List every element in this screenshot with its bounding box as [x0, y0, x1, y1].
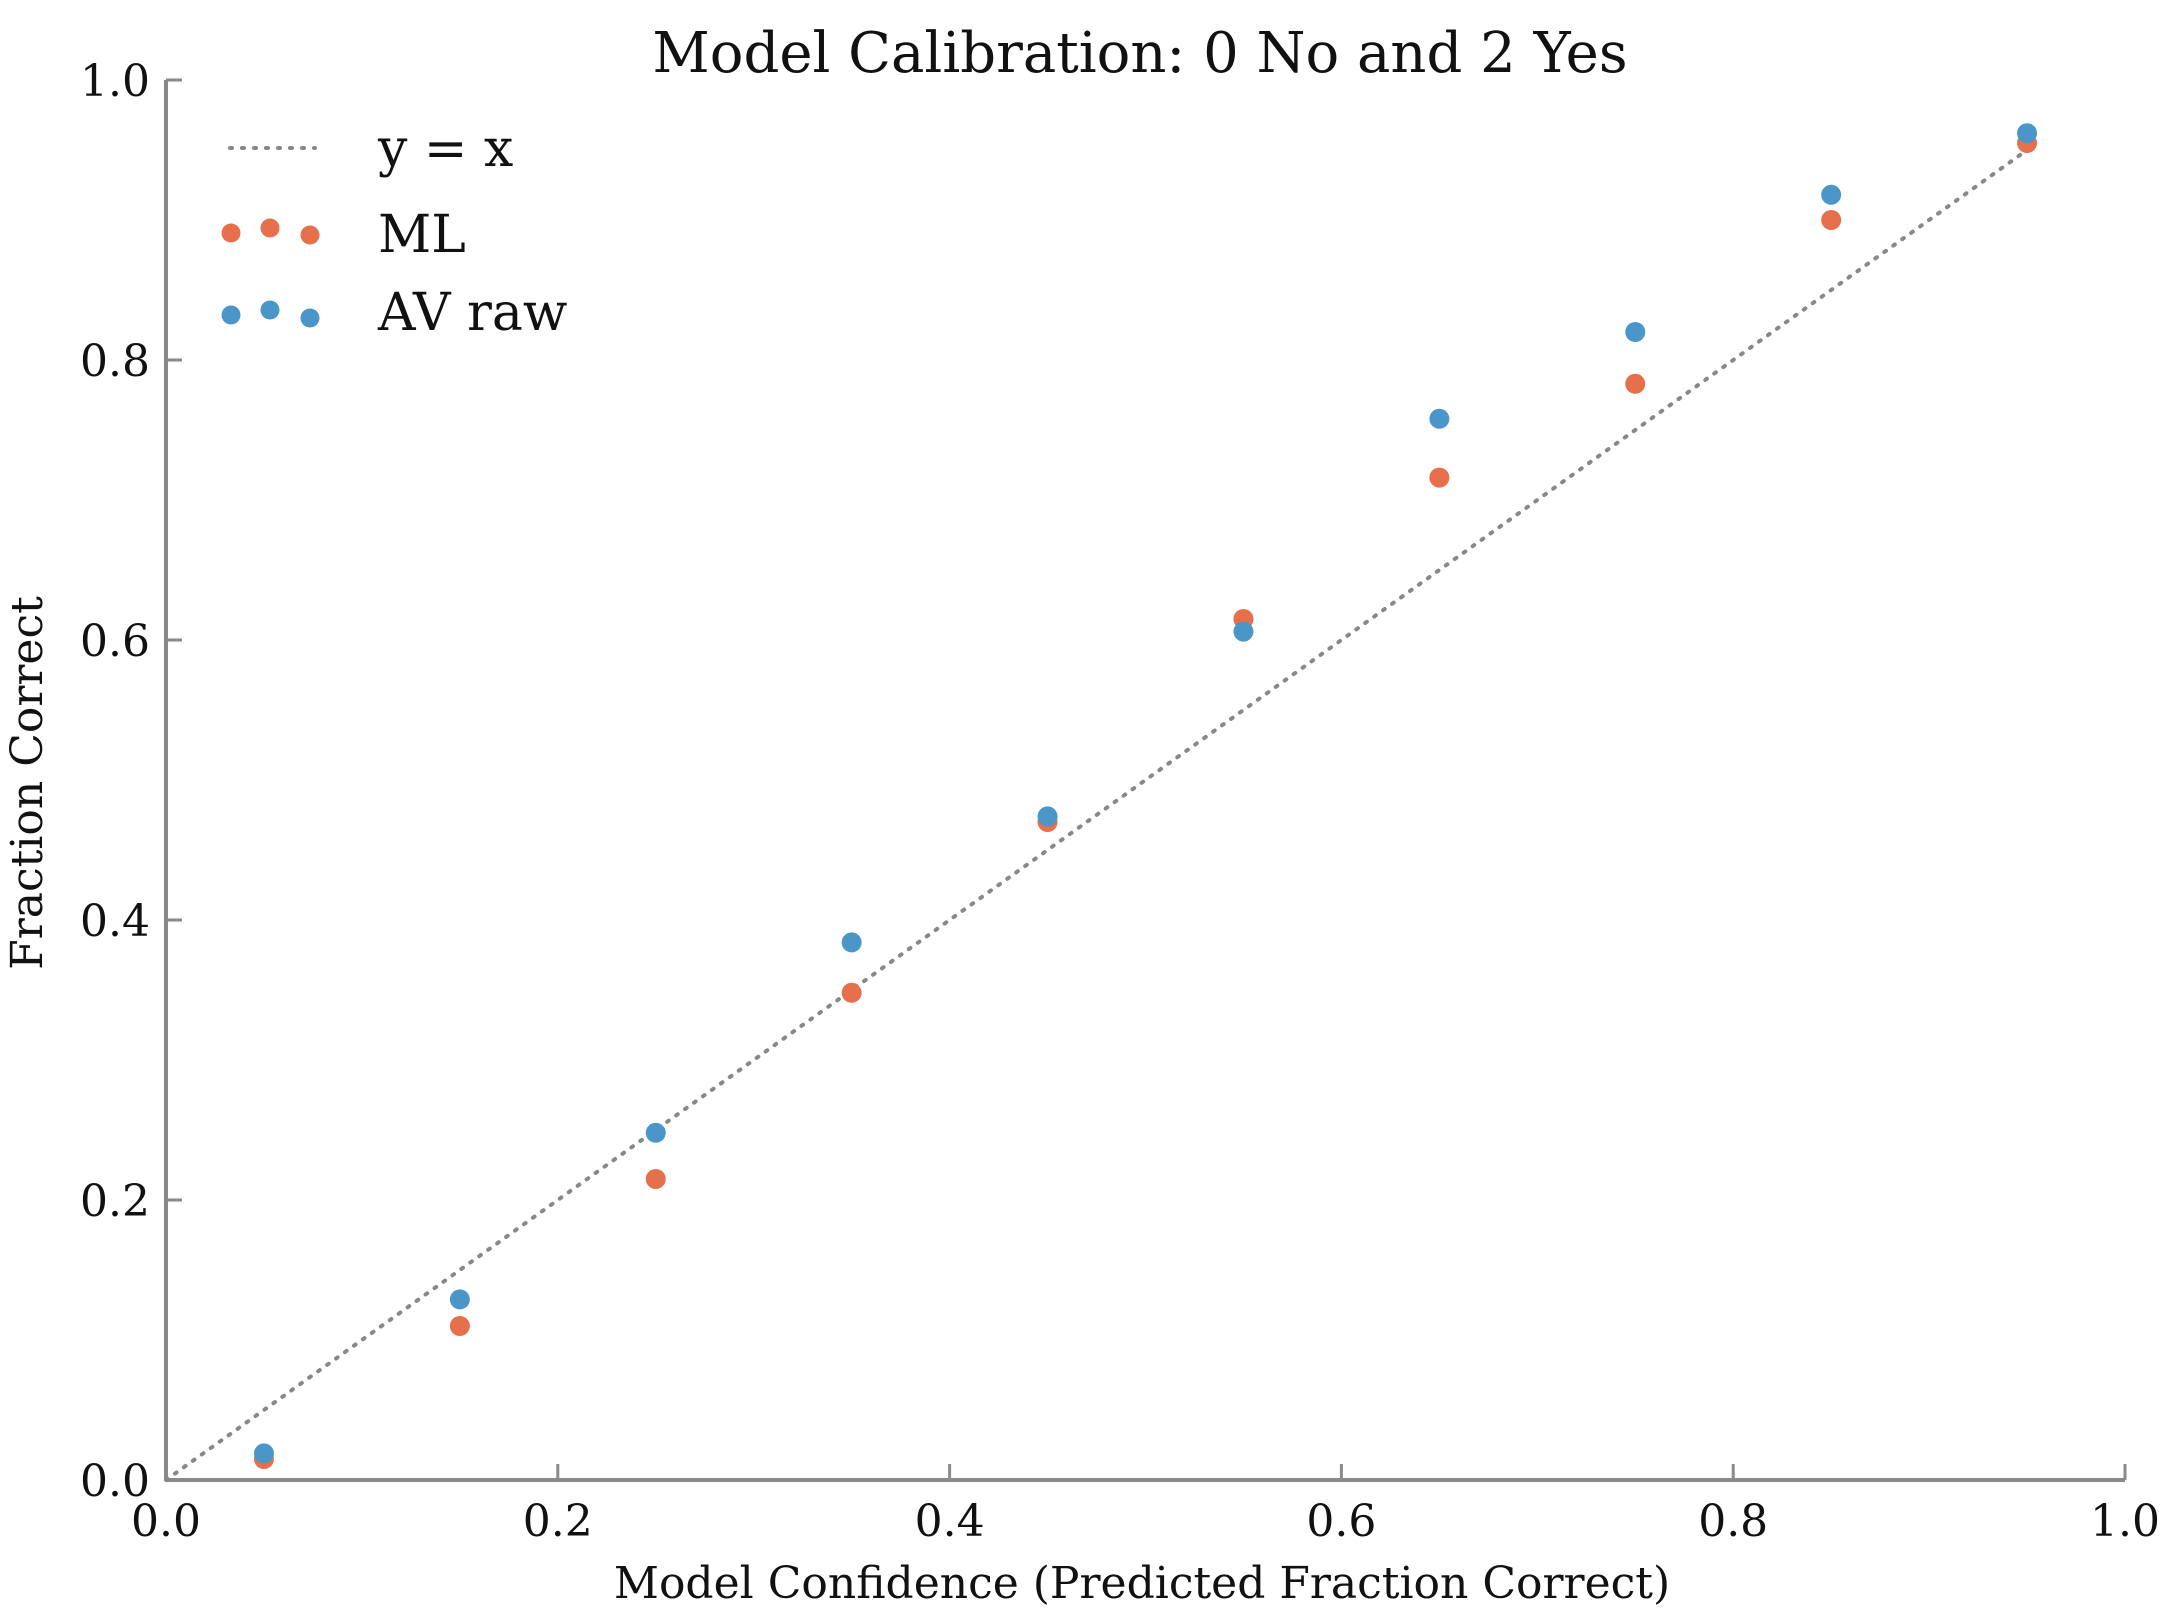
legend: y = x ML AV raw [221, 119, 567, 343]
point-ml [1625, 373, 1646, 394]
legend-label-ml: ML [378, 205, 466, 265]
x-tick-label: 0.4 [915, 1496, 985, 1547]
point-ml [1429, 467, 1450, 488]
point-av-raw [2017, 123, 2038, 144]
series-av-raw [253, 123, 2038, 1464]
reference-line-y-equals-x [164, 148, 2030, 1482]
point-av-raw [1429, 408, 1450, 429]
legend-label-av-raw: AV raw [377, 283, 567, 343]
legend-ml-marker-icon [221, 218, 320, 245]
x-tick-label: 0.0 [131, 1496, 201, 1547]
x-tick-label: 1.0 [2090, 1496, 2160, 1547]
reference-line-group [164, 148, 2030, 1482]
point-av-raw [645, 1122, 666, 1143]
y-tick-label: 0.8 [80, 336, 150, 387]
point-ml [841, 982, 862, 1003]
x-tick-label: 0.8 [1698, 1496, 1768, 1547]
y-tick-label: 0.2 [80, 1176, 150, 1227]
point-ml [645, 1169, 666, 1189]
axes [164, 80, 2125, 1482]
x-axis-ticks: 0.0 0.2 0.4 0.6 0.8 1.0 [131, 1464, 2160, 1547]
point-av-raw [1037, 806, 1058, 827]
point-ml [1821, 210, 1842, 230]
point-av-raw [1233, 621, 1254, 642]
y-tick-label: 0.0 [80, 1456, 150, 1507]
point-av-raw [841, 932, 862, 953]
point-ml [449, 1316, 470, 1336]
legend-label-reference: y = x [377, 119, 513, 179]
legend-av-raw-marker-icon [221, 300, 320, 328]
data-points [253, 123, 2038, 1469]
point-av-raw [1821, 184, 1842, 205]
y-tick-label: 0.4 [80, 896, 150, 947]
y-axis-title: Fraction Correct [2, 596, 53, 970]
chart-title: Model Calibration: 0 No and 2 Yes [652, 21, 1627, 86]
x-tick-label: 0.6 [1306, 1496, 1376, 1547]
x-tick-label: 0.2 [523, 1496, 593, 1547]
y-axis-ticks: 0.0 0.2 0.4 0.6 0.8 1.0 [80, 56, 182, 1507]
point-av-raw [1625, 322, 1646, 342]
point-av-raw [253, 1443, 274, 1464]
y-tick-label: 0.6 [80, 616, 150, 667]
x-axis-title: Model Confidence (Predicted Fraction Cor… [614, 1558, 1670, 1609]
point-av-raw [449, 1289, 470, 1310]
y-tick-label: 1.0 [80, 56, 150, 107]
